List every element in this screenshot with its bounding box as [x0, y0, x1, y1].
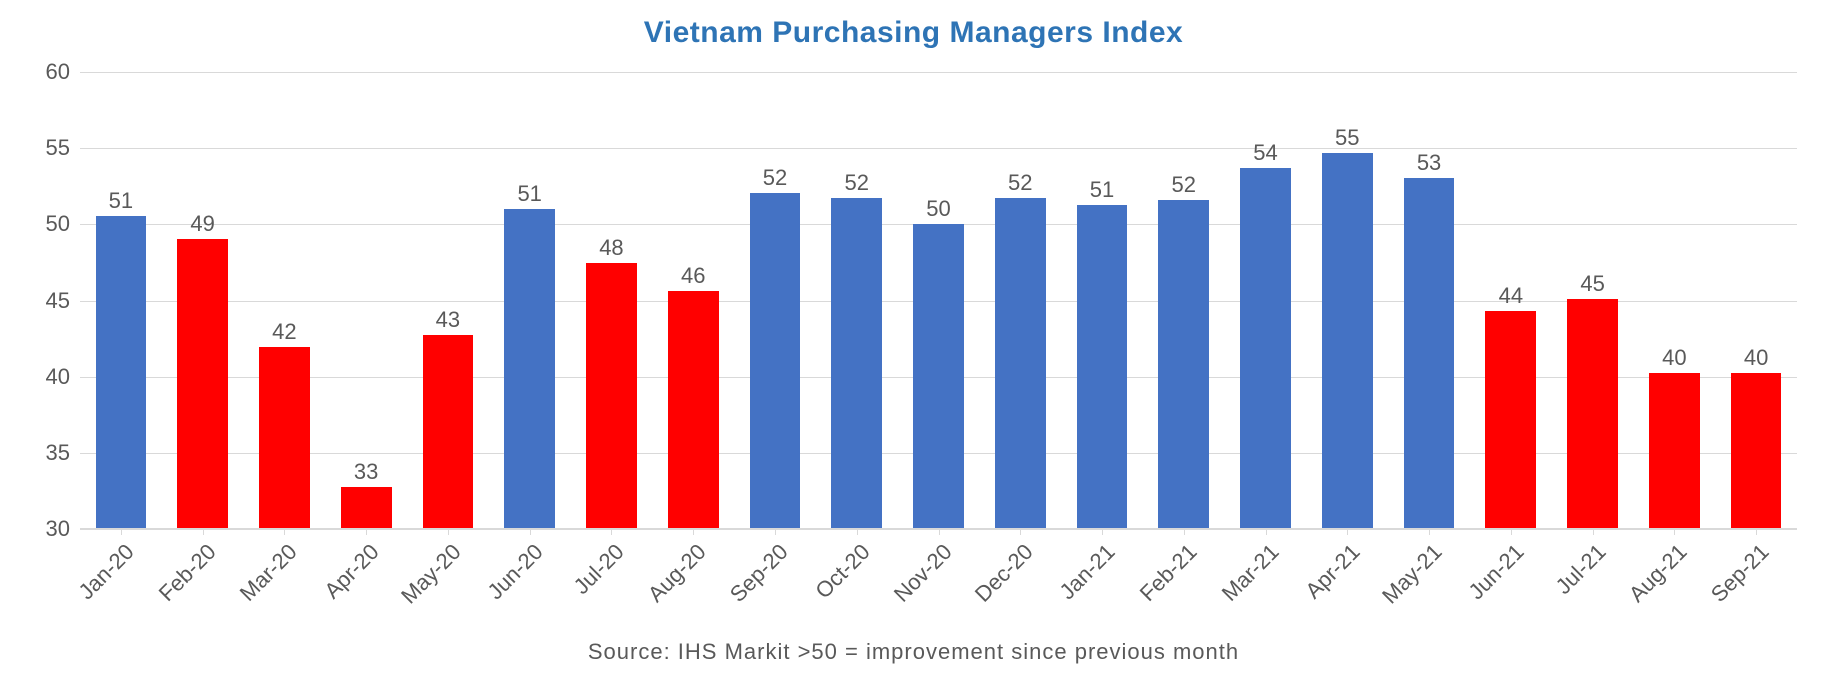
- y-tick-label: 35: [46, 440, 80, 466]
- bar: 33: [341, 487, 392, 529]
- bar-value-label: 48: [599, 235, 623, 261]
- bar: 55: [1322, 153, 1373, 529]
- x-category-label: Jul-21: [1550, 539, 1611, 600]
- x-category-label: Jan-20: [73, 539, 139, 605]
- x-tick: [1102, 529, 1103, 535]
- x-category-label: Apr-20: [319, 539, 384, 604]
- bar-value-label: 46: [681, 263, 705, 289]
- x-category-label: Feb-21: [1134, 539, 1202, 607]
- x-category-label: Aug-21: [1624, 539, 1693, 608]
- plot-area: 30354045505560 5149423343514846525250525…: [80, 72, 1797, 529]
- chart-container: Vietnam Purchasing Managers Index 30 35 40…: [0, 0, 1827, 679]
- bar: 49: [177, 239, 228, 529]
- x-category-label: Jul-20: [569, 539, 630, 600]
- x-tick: [939, 529, 940, 535]
- y-tick-label: 60: [46, 59, 80, 85]
- x-tick: [1266, 529, 1267, 535]
- x-tick: [611, 529, 612, 535]
- bar-value-label: 54: [1253, 140, 1277, 166]
- bar: 40: [1731, 373, 1782, 529]
- bar-value-label: 50: [926, 196, 950, 222]
- bar: 51: [504, 209, 555, 529]
- bar: 52: [750, 193, 801, 529]
- x-category-label: Mar-21: [1216, 539, 1284, 607]
- bar: 52: [995, 198, 1046, 529]
- x-category-label: May-21: [1377, 539, 1447, 609]
- bar-value-label: 45: [1580, 271, 1604, 297]
- chart-title: Vietnam Purchasing Managers Index: [0, 16, 1827, 50]
- bar: 51: [96, 216, 147, 529]
- x-category-label: Jun-21: [1463, 539, 1529, 605]
- bar: 46: [668, 291, 719, 529]
- x-tick: [366, 529, 367, 535]
- y-tick-label: 55: [46, 135, 80, 161]
- bar: 51: [1077, 205, 1128, 529]
- bar-value-label: 40: [1744, 345, 1768, 371]
- x-category-label: Nov-20: [888, 539, 957, 608]
- x-category-label: Apr-21: [1301, 539, 1366, 604]
- x-category-label: Dec-20: [970, 539, 1039, 608]
- bar-value-label: 52: [1008, 170, 1032, 196]
- source-text: Source: IHS Markit >50 = improvement sin…: [0, 639, 1827, 665]
- x-tick: [121, 529, 122, 535]
- x-category-label: Jun-20: [482, 539, 548, 605]
- x-tick: [1756, 529, 1757, 535]
- y-tick-label: 40: [46, 364, 80, 390]
- bar-value-label: 33: [354, 459, 378, 485]
- x-category-label: Feb-20: [153, 539, 221, 607]
- y-tick-label: 45: [46, 288, 80, 314]
- bar-value-label: 52: [844, 170, 868, 196]
- bar-value-label: 51: [517, 181, 541, 207]
- bar: 52: [831, 198, 882, 529]
- x-category-label: May-20: [396, 539, 466, 609]
- x-tick: [1511, 529, 1512, 535]
- x-category-label: Sep-20: [725, 539, 794, 608]
- bar: 54: [1240, 168, 1291, 529]
- bar: 48: [586, 263, 637, 529]
- bar: 40: [1649, 373, 1700, 529]
- x-tick: [857, 529, 858, 535]
- x-tick: [1593, 529, 1594, 535]
- bar-value-label: 53: [1417, 150, 1441, 176]
- x-tick: [448, 529, 449, 535]
- x-category-label: Aug-20: [643, 539, 712, 608]
- bar: 50: [913, 224, 964, 529]
- bar-value-label: 52: [1172, 172, 1196, 198]
- x-category-label: Mar-20: [235, 539, 303, 607]
- x-tick: [693, 529, 694, 535]
- x-category-label: Oct-20: [810, 539, 875, 604]
- x-tick: [1184, 529, 1185, 535]
- x-tick: [1429, 529, 1430, 535]
- bar-value-label: 52: [763, 165, 787, 191]
- bar-value-label: 40: [1662, 345, 1686, 371]
- bars-group: 5149423343514846525250525152545553444540…: [80, 72, 1797, 529]
- bar: 45: [1567, 299, 1618, 529]
- x-category-label: Sep-21: [1706, 539, 1775, 608]
- bar-value-label: 42: [272, 319, 296, 345]
- x-tick: [1347, 529, 1348, 535]
- x-tick: [203, 529, 204, 535]
- x-tick: [284, 529, 285, 535]
- y-tick-label: 50: [46, 211, 80, 237]
- bar-value-label: 44: [1499, 283, 1523, 309]
- x-tick: [775, 529, 776, 535]
- x-tick: [1674, 529, 1675, 535]
- bar-value-label: 55: [1335, 125, 1359, 151]
- bar: 52: [1158, 200, 1209, 529]
- y-tick-label: 30: [46, 516, 80, 542]
- bar-value-label: 49: [190, 211, 214, 237]
- x-tick: [530, 529, 531, 535]
- bar: 44: [1485, 311, 1536, 529]
- bar: 42: [259, 347, 310, 529]
- bar-value-label: 43: [436, 307, 460, 333]
- x-category-label: Jan-21: [1054, 539, 1120, 605]
- bar-value-label: 51: [1090, 177, 1114, 203]
- bar-value-label: 51: [109, 188, 133, 214]
- bar: 53: [1404, 178, 1455, 529]
- x-tick: [1020, 529, 1021, 535]
- bar: 43: [423, 335, 474, 529]
